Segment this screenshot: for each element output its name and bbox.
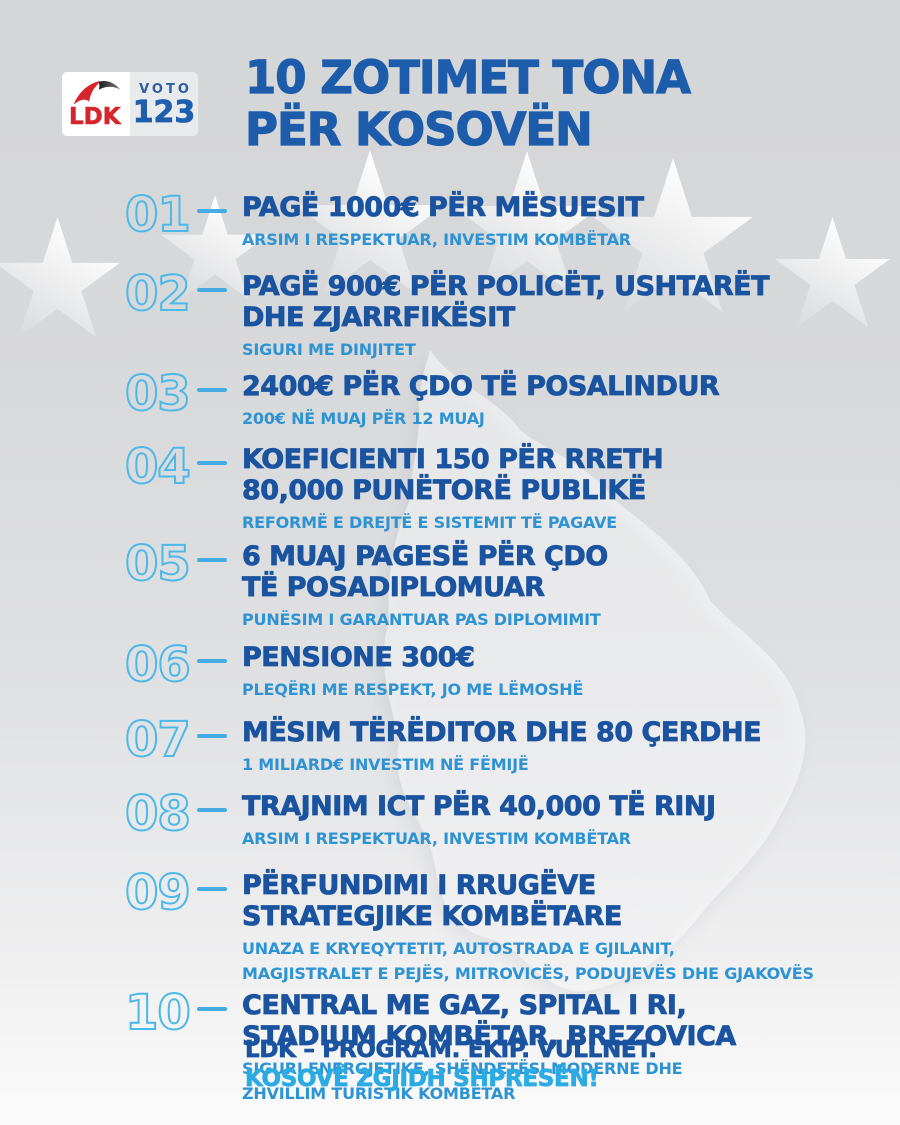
dash-separator <box>197 1007 227 1011</box>
dash-separator <box>197 734 227 738</box>
pledge-subtitle: REFORMË E DREJTË E SISTEMIT TË PAGAVE <box>242 513 618 532</box>
pledge-title: TRAJNIM ICT PËR 40,000 TË RINJ <box>242 791 717 823</box>
pledge-item-09: 09 PËRFUNDIMI I RRUGËVE STRATEGJIKE KOMB… <box>124 865 885 986</box>
pledge-title: CENTRAL ME GAZ, SPITAL I RI, STADIUM KOM… <box>242 990 737 1053</box>
pledge-title: 2400€ PËR ÇDO TË POSALINDUR <box>242 371 720 403</box>
pledge-list: 01 PAGË 1000€ PËR MËSUESIT ARSIM I RESPE… <box>124 187 885 1106</box>
pledge-item-04: 04 KOEFICIENTI 150 PËR RRETH 80,000 PUNË… <box>124 439 885 535</box>
pledge-item-02: 02 PAGË 900€ PËR POLICËT, USHTARËT DHE Z… <box>124 266 885 362</box>
dash-separator <box>197 558 227 562</box>
pledge-number: 03 <box>124 366 192 422</box>
dash-separator <box>197 288 227 292</box>
footer-slogan: LDK – PROGRAM. EKIP. VULLNET. KOSOVË ZGJ… <box>245 1036 658 1094</box>
ldk-logo-text: LDK <box>69 104 121 131</box>
pledge-title: PENSIONE 300€ <box>242 642 476 674</box>
dash-separator <box>197 659 227 663</box>
pledge-subtitle: ARSIM I RESPEKTUAR, INVESTIM KOMBËTAR <box>242 829 631 848</box>
pledge-subtitle: SIGURI ME DINJITET <box>242 340 416 359</box>
pledge-title: PAGË 1000€ PËR MËSUESIT <box>242 192 645 224</box>
pledge-subtitle: UNAZA E KRYEQYTETIT, AUTOSTRADA E GJILAN… <box>242 939 814 983</box>
pledge-title: MËSIM TËRËDITOR DHE 80 ÇERDHE <box>242 717 762 749</box>
pledge-number: 08 <box>124 786 192 842</box>
dash-separator <box>197 388 227 392</box>
pledge-subtitle: 200€ NË MUAJ PËR 12 MUAJ <box>242 409 485 428</box>
slogan-line-1: LDK – PROGRAM. EKIP. VULLNET. <box>245 1037 658 1064</box>
ldk-logo-mark: LDK <box>62 72 130 136</box>
voto-label: VOTO <box>139 81 192 97</box>
dash-separator <box>197 461 227 465</box>
slogan-line-2: KOSOVË ZGJIDH SHPRESËN! <box>245 1066 600 1093</box>
ballot-number: 123 <box>132 94 196 130</box>
dash-separator <box>197 808 227 812</box>
pledge-item-10: 10 CENTRAL ME GAZ, SPITAL I RI, STADIUM … <box>124 985 885 1106</box>
pledge-item-08: 08 TRAJNIM ICT PËR 40,000 TË RINJ ARSIM … <box>124 786 885 851</box>
pledge-number: 02 <box>124 266 192 322</box>
pledge-number: 09 <box>124 865 192 921</box>
pledge-number: 05 <box>124 536 192 592</box>
ldk-logo: LDK VOTO 123 <box>62 72 198 136</box>
dash-separator <box>197 887 227 891</box>
pledge-title: PAGË 900€ PËR POLICËT, USHTARËT DHE ZJAR… <box>242 271 770 334</box>
pledge-title: PËRFUNDIMI I RRUGËVE STRATEGJIKE KOMBËTA… <box>242 870 623 933</box>
pledge-title: KOEFICIENTI 150 PËR RRETH 80,000 PUNËTOR… <box>242 444 664 507</box>
pledge-item-01: 01 PAGË 1000€ PËR MËSUESIT ARSIM I RESPE… <box>124 187 885 252</box>
pledge-number: 01 <box>124 187 192 243</box>
voto-123-badge: VOTO 123 <box>130 72 198 136</box>
pledge-number: 07 <box>124 712 192 768</box>
page-title: 10 ZOTIMET TONA PËR KOSOVËN <box>244 51 691 156</box>
pledge-subtitle: PUNËSIM I GARANTUAR PAS DIPLOMIMIT <box>242 610 601 629</box>
pledge-item-03: 03 2400€ PËR ÇDO TË POSALINDUR 200€ NË M… <box>124 366 885 431</box>
pledge-item-05: 05 6 MUAJ PAGESË PËR ÇDO TË POSADIPLOMUA… <box>124 536 885 632</box>
pledge-item-07: 07 MËSIM TËRËDITOR DHE 80 ÇERDHE 1 MILIA… <box>124 712 885 777</box>
pledge-number: 06 <box>124 637 192 693</box>
pledge-subtitle: ARSIM I RESPEKTUAR, INVESTIM KOMBËTAR <box>242 230 631 249</box>
pledge-item-06: 06 PENSIONE 300€ PLEQËRI ME RESPEKT, JO … <box>124 637 885 702</box>
ldk-swoosh-icon <box>73 81 121 105</box>
pledge-subtitle: SIGURI ENERGJETIKE, SHËNDETËSI MODERNE D… <box>242 1059 683 1103</box>
pledge-number: 04 <box>124 439 192 495</box>
pledge-number: 10 <box>124 985 192 1041</box>
dash-separator <box>197 209 227 213</box>
pledge-title: 6 MUAJ PAGESË PËR ÇDO TË POSADIPLOMUAR <box>242 541 609 604</box>
pledge-subtitle: 1 MILIARD€ INVESTIM NË FËMIJË <box>242 755 529 774</box>
pledge-subtitle: PLEQËRI ME RESPEKT, JO ME LËMOSHË <box>242 680 584 699</box>
